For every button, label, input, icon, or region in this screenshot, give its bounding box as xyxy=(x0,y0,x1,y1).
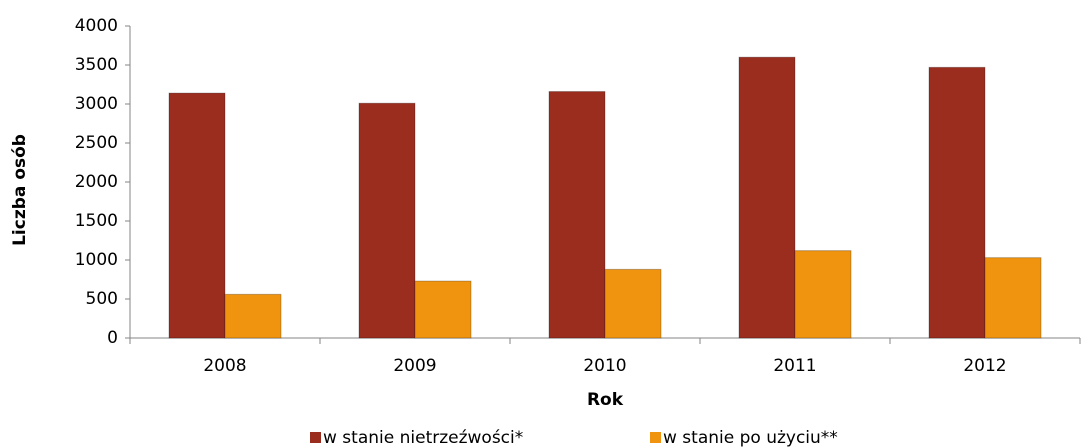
bar xyxy=(414,280,472,339)
bar xyxy=(738,56,796,339)
y-tick-label: 0 xyxy=(107,328,118,348)
bar xyxy=(604,268,662,339)
x-tick-label: 2009 xyxy=(393,356,436,376)
y-tick-label: 1500 xyxy=(75,211,118,231)
y-tick-label: 3000 xyxy=(75,94,118,114)
bar xyxy=(794,250,852,339)
y-tick-label: 500 xyxy=(86,289,118,309)
x-tick-label: 2008 xyxy=(203,356,246,376)
y-tick-label: 3500 xyxy=(75,55,118,75)
x-tick-label: 2012 xyxy=(963,356,1006,376)
legend-swatch xyxy=(310,432,321,443)
bar xyxy=(928,66,986,339)
bar xyxy=(358,102,416,339)
x-tick-label: 2011 xyxy=(773,356,816,376)
y-tick-label: 4000 xyxy=(75,16,118,36)
y-tick-label: 2000 xyxy=(75,172,118,192)
bar xyxy=(548,91,606,339)
bar xyxy=(168,92,226,339)
bar xyxy=(984,257,1042,339)
bar xyxy=(224,293,282,339)
x-axis-label: Rok xyxy=(587,390,624,410)
legend-label: w stanie po użyciu** xyxy=(663,428,838,447)
y-axis-label: Liczba osób xyxy=(10,134,30,246)
legend-label: w stanie nietrzeźwości* xyxy=(323,428,523,447)
y-tick-label: 1000 xyxy=(75,250,118,270)
legend-swatch xyxy=(650,432,661,443)
y-tick-label: 2500 xyxy=(75,133,118,153)
x-tick-label: 2010 xyxy=(583,356,626,376)
